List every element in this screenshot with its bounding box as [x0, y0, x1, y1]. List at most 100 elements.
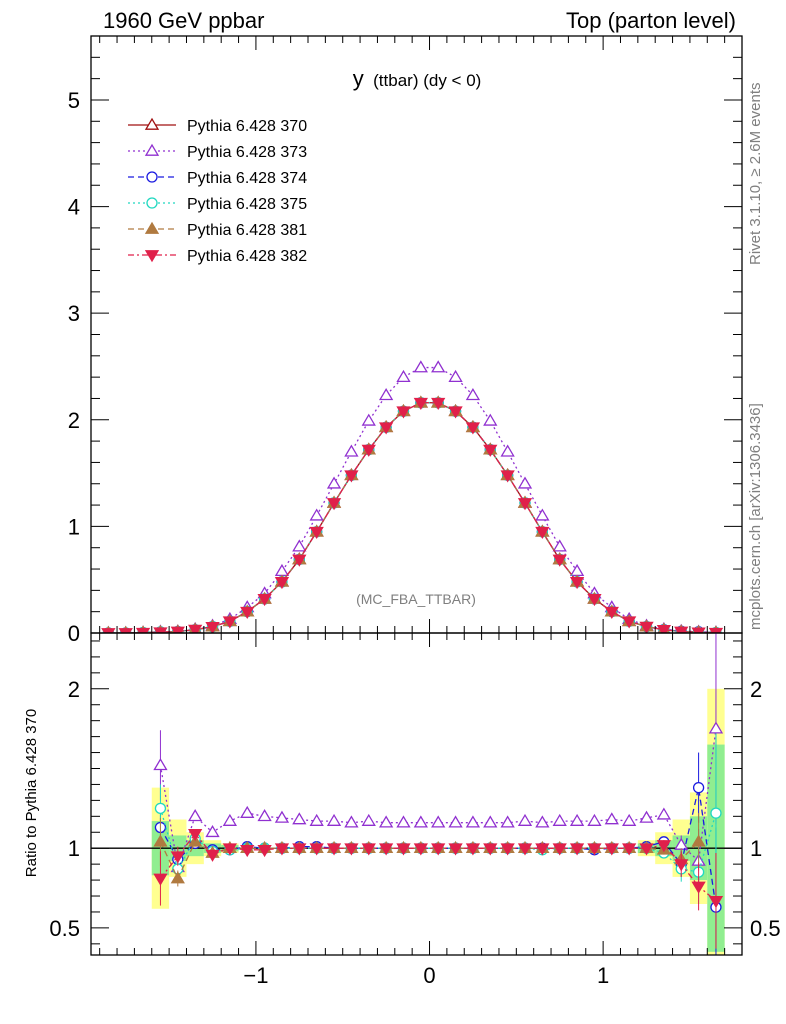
- ratio-5-point: [413, 843, 428, 856]
- series-5-point: [656, 624, 672, 633]
- series-5-point: [153, 627, 168, 633]
- ratio-1-point: [431, 815, 446, 828]
- ratio-5-point: [500, 843, 515, 856]
- series-5-point: [274, 576, 290, 590]
- legend-marker: [144, 250, 160, 263]
- header-left: 1960 GeV ppbar: [103, 8, 264, 33]
- series-5-point: [222, 616, 238, 629]
- ratio-1-point: [483, 815, 498, 828]
- legend-label: Pythia 6.428 381: [187, 222, 307, 239]
- ratio-1-point: [309, 813, 324, 826]
- legend-entry: Pythia 6.428 370: [128, 117, 307, 135]
- ratio-1-point: [552, 813, 567, 826]
- ratio-1-point: [569, 813, 585, 826]
- ratio-1-point: [205, 824, 220, 838]
- series-1-point: [552, 539, 567, 552]
- ratio-1-point: [257, 809, 272, 822]
- ratio-5-point: [587, 843, 602, 856]
- ratio-series: [91, 633, 742, 955]
- analysis-watermark: (MC_FBA_TTBAR): [356, 591, 476, 607]
- series-5-point: [431, 397, 446, 411]
- ratio-5-point: [517, 843, 533, 856]
- series-5-point: [465, 422, 481, 435]
- ratio-frame: [90, 632, 743, 956]
- ratio-1-point: [708, 721, 724, 734]
- series-5-point: [205, 621, 220, 633]
- legend-entry: Pythia 6.428 381: [128, 221, 307, 239]
- ratio-5-point: [188, 829, 203, 842]
- series-5-point: [639, 621, 654, 633]
- ratio-1-point: [517, 813, 533, 826]
- ratio-5-point: [656, 840, 672, 853]
- legend-label: Pythia 6.428 382: [187, 248, 307, 265]
- ratio-5-point: [274, 843, 290, 856]
- y-tick-label: 0: [68, 621, 80, 646]
- series-5-point: [448, 406, 463, 419]
- legend-label: Pythia 6.428 375: [187, 196, 307, 213]
- ratio-5-point: [622, 843, 637, 856]
- ratio-5-point: [205, 849, 220, 862]
- legend-entry: Pythia 6.428 375: [128, 196, 307, 213]
- series-5-point: [708, 627, 724, 633]
- series-1-point: [535, 508, 550, 521]
- mcplots-label: mcplots.cern.ch [arXiv:1306.3436]: [747, 403, 764, 630]
- ratio-tick-label-right: 0.5: [750, 916, 781, 941]
- series-1-point: [396, 369, 411, 382]
- ratio-1-point: [535, 815, 550, 828]
- ratio-5-point: [569, 843, 585, 856]
- main-panel: 0 1 2 3 4 5: [68, 35, 743, 646]
- ratio-5-point: [257, 844, 272, 858]
- series-5-point: [292, 554, 307, 567]
- ratio-1-point: [465, 815, 481, 828]
- series-5-point: [500, 470, 515, 483]
- series-1-point: [378, 387, 394, 401]
- ratio-tick-label-left: 1: [68, 836, 80, 861]
- header-right: Top (parton level): [566, 8, 736, 33]
- ratio-1-point: [326, 813, 342, 826]
- ratio-1-point: [361, 813, 376, 826]
- ratio-5-point: [326, 843, 342, 856]
- legend-label: Pythia 6.428 374: [187, 170, 307, 187]
- ratio-1-point: [188, 809, 203, 822]
- series-5-point: [101, 628, 116, 633]
- ratio-5-point: [292, 843, 307, 856]
- series-1-point: [465, 387, 481, 401]
- ratio-5-point: [309, 843, 324, 856]
- ratio-5-point: [674, 859, 689, 872]
- ratio-5-point: [153, 873, 168, 886]
- series-5-point: [309, 526, 324, 540]
- series-5-point: [326, 498, 342, 511]
- series-5-point: [378, 422, 394, 435]
- ratio-5-point: [691, 881, 706, 894]
- ratio-5-point: [604, 843, 619, 856]
- ratio-line-1: [159, 728, 717, 868]
- legend-entry: Pythia 6.428 382: [128, 248, 307, 265]
- ratio-4-point: [153, 834, 168, 847]
- ratio-5-point: [361, 843, 376, 856]
- ratio-4-point: [691, 834, 706, 847]
- legend-label: Pythia 6.428 373: [187, 144, 307, 161]
- ratio-5-point: [378, 843, 394, 856]
- y-tick-label: 2: [68, 408, 80, 433]
- series-5-point: [535, 526, 550, 540]
- legend: Pythia 6.428 370 Pythia 6.428 373 Pythia 6…: [128, 117, 307, 265]
- ratio-5-point: [552, 843, 567, 856]
- series-1-point: [448, 369, 463, 382]
- ratio-1-point: [604, 812, 619, 825]
- series-5-point: [483, 444, 498, 457]
- legend-marker: [144, 143, 160, 156]
- plot-title-rest: (ttbar) (dy < 0): [373, 71, 481, 90]
- series-1-point: [292, 539, 307, 552]
- x-ticks: [99, 36, 726, 955]
- x-tick-label: −1: [243, 963, 268, 988]
- ratio-1-point: [622, 813, 637, 826]
- series-5-point: [361, 444, 376, 457]
- series-1-point: [413, 360, 428, 373]
- ratio-5-point: [396, 843, 411, 856]
- ratio-5-point: [240, 844, 255, 858]
- series-5-point: [552, 554, 567, 567]
- series-5-point: [257, 594, 272, 607]
- main-series: [101, 360, 724, 633]
- series-1-point: [361, 413, 376, 426]
